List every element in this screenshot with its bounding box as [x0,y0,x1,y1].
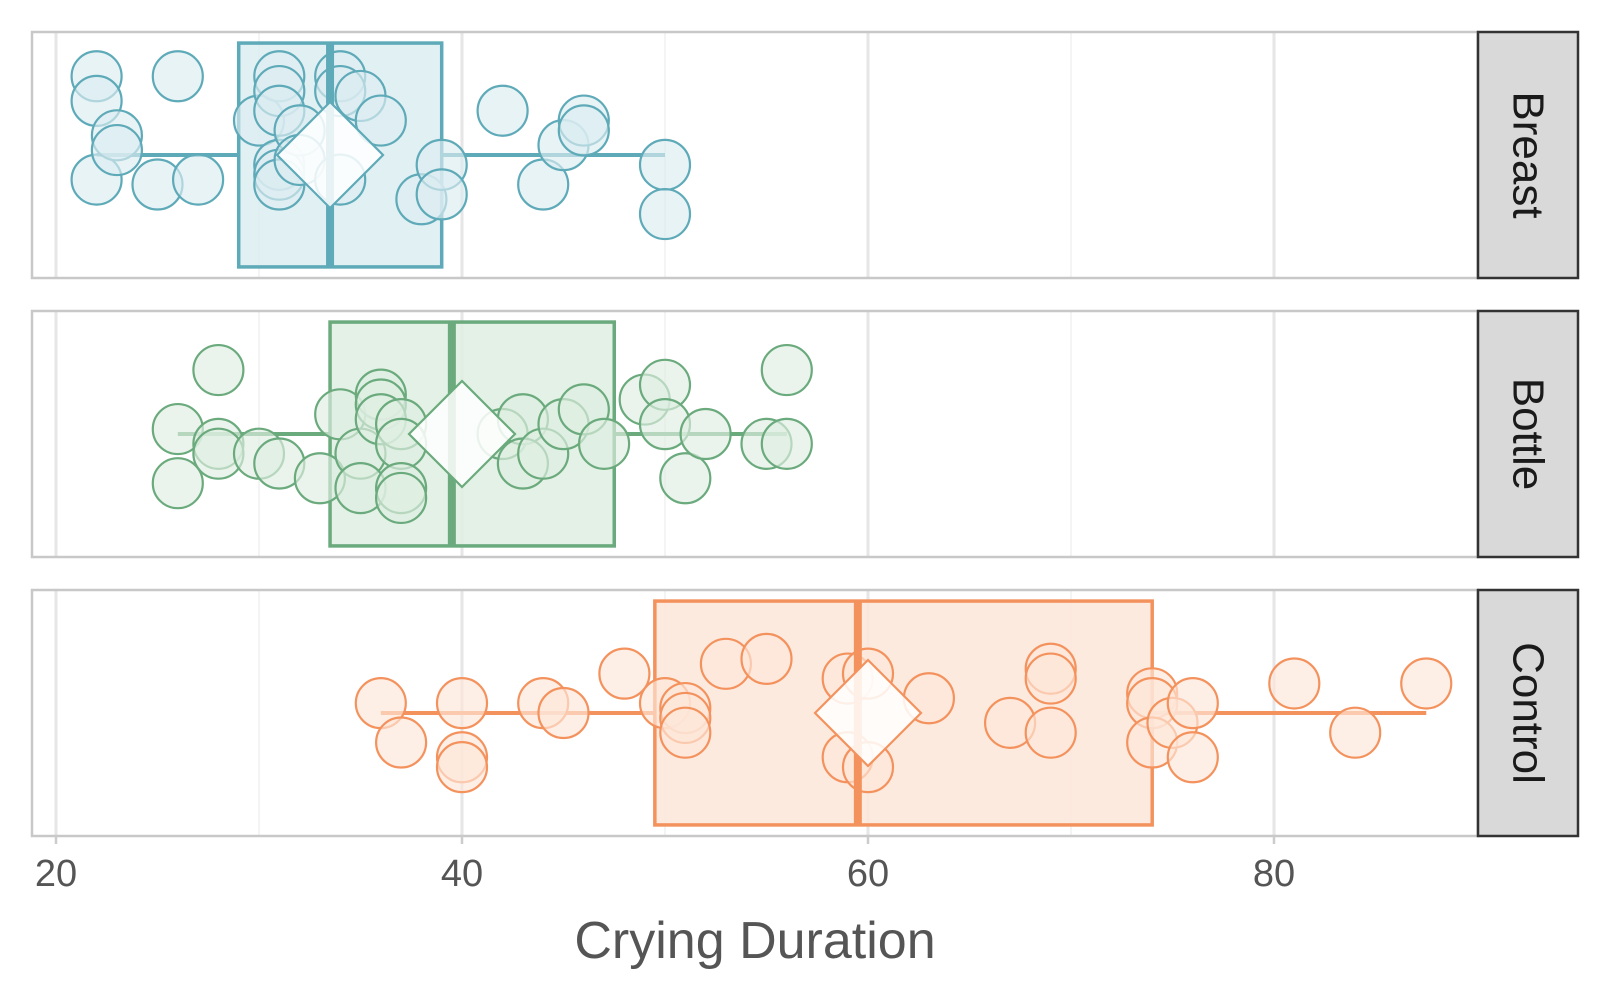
data-point [1268,657,1321,710]
facet-strip [1476,588,1580,838]
facet-panel-control: Control [30,588,1580,838]
facet-strip [1476,309,1580,559]
data-point [1166,677,1219,730]
data-point [354,94,407,147]
data-point [638,187,692,241]
data-point [1024,652,1077,705]
data-point [537,686,590,740]
mean-diamond [275,100,385,210]
data-point [435,677,489,730]
data-point [476,84,529,137]
data-point [435,741,489,794]
facet-panels: Breast Bottle Control [30,30,1580,838]
data-point [760,343,813,397]
x-axis-title: Crying Duration [574,912,935,970]
data-point [172,153,225,206]
facet-panel-breast: Breast [30,30,1580,280]
data-point [1166,731,1219,784]
data-point [679,407,732,461]
facet-label: Breast [1504,91,1553,218]
data-point [151,457,204,510]
mean-diamond [407,379,517,489]
data-point [375,471,428,525]
data-point [598,647,651,700]
data-point [760,417,813,470]
x-tick-label: 20 [35,853,77,895]
x-tick-label: 40 [441,853,483,895]
x-tick-label: 60 [847,853,889,895]
data-point [638,138,692,191]
data-point [1024,706,1077,759]
data-point [577,417,631,470]
facet-panel-bottle: Bottle [30,309,1580,559]
data-point [1400,657,1453,710]
data-point [151,50,204,103]
facet-label: Bottle [1504,378,1553,491]
data-point [659,452,712,505]
data-point [415,168,468,221]
data-point [1329,706,1382,759]
data-point [740,632,793,685]
mean-diamond [813,658,923,768]
x-tick-label: 80 [1253,853,1295,895]
facet-strip [1476,30,1580,280]
data-point [557,104,610,157]
data-point [192,343,245,397]
data-point [375,716,428,769]
data-point [90,123,144,177]
facet-label: Control [1504,642,1553,784]
data-point [659,706,712,759]
x-axis: 20 40 60 80 [35,836,1295,895]
